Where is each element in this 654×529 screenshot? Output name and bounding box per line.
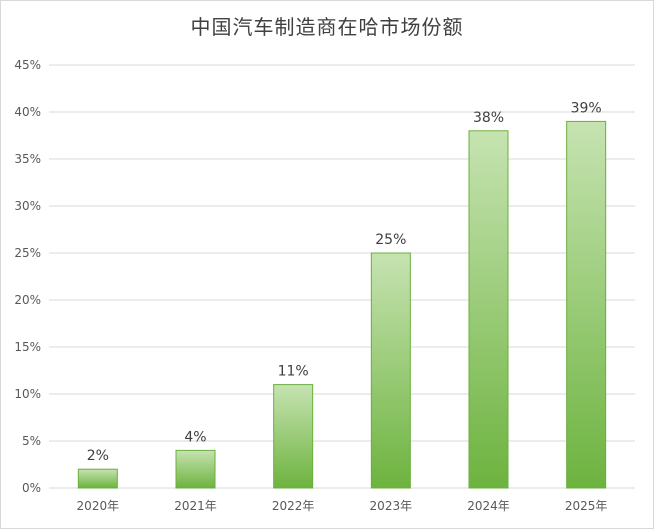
gridlines xyxy=(49,64,635,489)
bar-2020年 xyxy=(77,468,118,489)
y-tick-label: 25% xyxy=(14,246,41,260)
data-label: 2% xyxy=(87,448,109,464)
y-tick-label: 10% xyxy=(14,387,41,401)
x-tick-label: 2020年 xyxy=(77,499,120,513)
y-tick-label: 35% xyxy=(14,152,41,166)
x-axis-ticks: 2020年 2021年 2022年 2023年 2024年 2025年 xyxy=(77,499,608,513)
x-tick-label: 2024年 xyxy=(467,499,510,513)
bar-2024年 xyxy=(468,130,509,489)
x-tick-label: 2023年 xyxy=(370,499,413,513)
y-tick-label: 30% xyxy=(14,199,41,213)
chart-title: 中国汽车制造商在哈市场份额 xyxy=(190,15,464,39)
bar-2025年 xyxy=(566,120,607,489)
data-label: 39% xyxy=(571,100,602,116)
data-label: 11% xyxy=(278,364,309,380)
y-tick-label: 5% xyxy=(22,434,41,448)
y-tick-label: 20% xyxy=(14,293,41,307)
bar-2022年 xyxy=(273,384,314,489)
bars xyxy=(77,120,607,489)
x-tick-label: 2022年 xyxy=(272,499,315,513)
y-tick-label: 45% xyxy=(14,58,41,72)
data-labels: 2% 4% 11% 25% 38% 39% xyxy=(87,100,602,464)
y-axis-ticks: 0% 5% 10% 15% 20% 25% 30% 35% 40% 45% xyxy=(14,58,41,495)
data-label: 25% xyxy=(375,232,406,248)
data-label: 38% xyxy=(473,110,504,126)
y-tick-label: 0% xyxy=(22,481,41,495)
data-label: 4% xyxy=(184,429,206,445)
y-tick-label: 40% xyxy=(14,105,41,119)
x-tick-label: 2025年 xyxy=(565,499,608,513)
x-tick-label: 2021年 xyxy=(174,499,217,513)
y-tick-label: 15% xyxy=(14,340,41,354)
bar-2023年 xyxy=(370,252,411,489)
bar-2021年 xyxy=(175,449,216,489)
